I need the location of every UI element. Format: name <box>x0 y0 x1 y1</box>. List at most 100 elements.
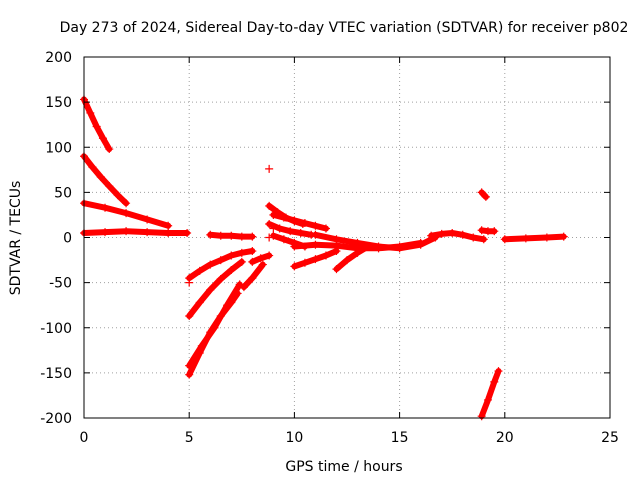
series-line-trace-21 <box>478 189 489 200</box>
data-point <box>479 235 488 244</box>
data-point <box>311 255 320 264</box>
data-point <box>494 367 503 376</box>
data-point <box>206 285 215 294</box>
data-point <box>216 231 225 240</box>
series-trace-2 <box>80 152 131 208</box>
data-point <box>469 233 478 242</box>
data-point <box>88 163 97 172</box>
data-point <box>216 256 225 265</box>
data-point <box>296 228 305 237</box>
data-point <box>395 244 404 253</box>
data-point <box>197 341 206 350</box>
series-outliers <box>185 164 278 287</box>
series-trace-1 <box>80 95 114 154</box>
x-tick-label: 15 <box>391 430 409 446</box>
y-tick-label: -50 <box>49 276 72 292</box>
data-point <box>311 221 320 230</box>
data-point <box>206 230 215 239</box>
data-point <box>248 232 257 241</box>
series-trace-23 <box>477 367 503 421</box>
series-trace-13 <box>269 210 330 233</box>
data-point <box>185 361 194 370</box>
data-point <box>265 219 274 228</box>
data-point <box>416 240 425 249</box>
data-point <box>321 224 330 233</box>
data-point <box>210 323 219 332</box>
data-point <box>542 233 551 242</box>
data-point <box>86 108 95 117</box>
axis-layer: 0 5 10 15 20 25 -200 -150 -100 -50 0 50 100 150 200 <box>40 50 619 446</box>
data-point <box>105 145 114 154</box>
data-point <box>239 283 248 292</box>
series-trace-7 <box>185 257 246 321</box>
data-point <box>279 235 288 244</box>
data-point <box>105 182 114 191</box>
data-point <box>458 230 467 239</box>
data-point <box>448 228 457 237</box>
data-point <box>300 258 309 267</box>
data-point <box>364 242 373 251</box>
y-tick-label: 150 <box>45 95 72 111</box>
data-point <box>185 370 194 379</box>
y-tick-label: -150 <box>40 366 72 382</box>
data-point <box>256 254 265 263</box>
series-line-trace-19 <box>333 243 371 273</box>
series-trace-11 <box>248 251 274 266</box>
data-point <box>122 227 131 236</box>
data-point <box>265 233 274 242</box>
series-trace-22 <box>477 226 499 236</box>
chart-title: Day 273 of 2024, Sidereal Day-to-day VTE… <box>60 20 629 36</box>
series-trace-21 <box>477 188 490 201</box>
data-point <box>164 221 173 230</box>
data-point <box>258 260 267 269</box>
data-point <box>483 395 492 404</box>
y-tick-label: 50 <box>54 185 72 201</box>
series-line-trace-7 <box>186 258 245 319</box>
series-trace-16 <box>290 247 341 271</box>
data-point <box>481 192 490 201</box>
series-trace-4 <box>80 227 192 237</box>
series-trace-6 <box>206 230 257 241</box>
series-trace-9 <box>185 280 244 370</box>
data-point <box>477 226 486 235</box>
series-trace-20 <box>427 228 488 244</box>
data-point <box>101 228 110 237</box>
data-point <box>113 191 122 200</box>
data-point <box>248 274 257 283</box>
data-point <box>183 228 192 237</box>
data-point <box>500 235 509 244</box>
x-tick-label: 10 <box>285 430 303 446</box>
data-point <box>96 173 105 182</box>
series-trace-24 <box>500 232 568 244</box>
data-point <box>269 224 278 233</box>
data-point <box>374 242 383 251</box>
data-point <box>216 275 225 284</box>
series-line-trace-10 <box>240 261 266 291</box>
data-point <box>286 227 295 236</box>
y-axis-title: SDTVAR / TECUs <box>8 181 24 296</box>
data-point <box>206 260 215 269</box>
data-point <box>101 203 110 212</box>
data-point <box>311 240 320 249</box>
y-tick-label: 0 <box>63 231 72 247</box>
data-layer <box>80 95 568 421</box>
data-point <box>321 251 330 260</box>
data-point <box>143 215 152 224</box>
series-line-trace-24 <box>501 233 567 243</box>
series-line-trace-23 <box>478 368 502 420</box>
data-point <box>92 122 101 131</box>
data-point <box>311 230 320 239</box>
data-point <box>265 164 274 173</box>
data-point <box>477 412 486 421</box>
x-tick-label: 25 <box>601 430 619 446</box>
data-point <box>477 188 486 197</box>
data-point <box>237 232 246 241</box>
data-point <box>290 242 299 251</box>
data-point <box>490 377 499 386</box>
data-point <box>164 228 173 237</box>
data-point <box>227 231 236 240</box>
data-point <box>332 265 341 274</box>
data-point <box>490 227 499 236</box>
